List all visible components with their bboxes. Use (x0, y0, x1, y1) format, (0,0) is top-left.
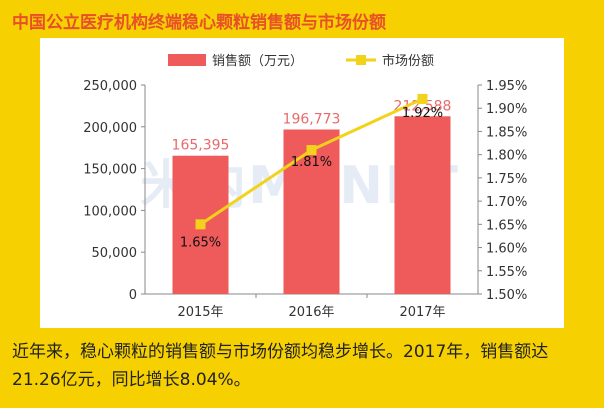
left-tick-label: 0 (129, 288, 137, 303)
left-tick-label: 250,000 (83, 79, 137, 94)
right-tick-label: 1.70% (486, 195, 527, 210)
right-tick-label: 1.75% (486, 172, 527, 187)
right-tick-label: 1.80% (486, 149, 527, 164)
line-point (306, 145, 317, 156)
legend-bar-label: 销售额（万元） (212, 53, 303, 69)
left-tick-label: 100,000 (83, 204, 137, 219)
bar-value-label: 165,395 (172, 138, 230, 154)
bar-value-label: 212,588 (394, 98, 452, 114)
combo-chart: 米内MENET050,000100,000150,000200,000250,0… (83, 53, 527, 320)
left-tick-label: 200,000 (83, 121, 137, 136)
right-tick-label: 1.50% (486, 288, 527, 303)
chart-card: 米内MENET050,000100,000150,000200,000250,0… (40, 38, 564, 328)
line-point (417, 93, 428, 104)
legend-line-label: 市场份额 (382, 53, 434, 69)
bar-value-label: 196,773 (283, 111, 341, 127)
right-tick-label: 1.90% (486, 102, 527, 117)
line-value-label: 1.81% (291, 155, 332, 170)
right-tick-label: 1.85% (486, 125, 527, 140)
right-tick-label: 1.95% (486, 79, 527, 94)
right-tick-label: 1.60% (486, 242, 527, 257)
legend-bar-swatch (168, 54, 206, 66)
bar (283, 129, 340, 294)
left-tick-label: 150,000 (83, 163, 137, 178)
line-value-label: 1.92% (402, 106, 443, 121)
right-tick-label: 1.65% (486, 218, 527, 233)
line-value-label: 1.65% (180, 235, 221, 250)
x-tick-label: 2017年 (399, 305, 445, 320)
chart-title: 中国公立医疗机构终端稳心颗粒销售额与市场份额 (12, 13, 386, 33)
bar (394, 116, 451, 294)
left-tick-label: 50,000 (92, 246, 138, 261)
x-tick-label: 2015年 (177, 305, 223, 320)
line-point (195, 219, 206, 230)
right-tick-label: 1.55% (486, 265, 527, 280)
summary-text: 近年来，稳心颗粒的销售额与市场份额均稳步增长。2017年，销售额达21.26亿元… (12, 342, 549, 390)
legend-line-marker (356, 55, 366, 65)
x-tick-label: 2016年 (288, 305, 334, 320)
